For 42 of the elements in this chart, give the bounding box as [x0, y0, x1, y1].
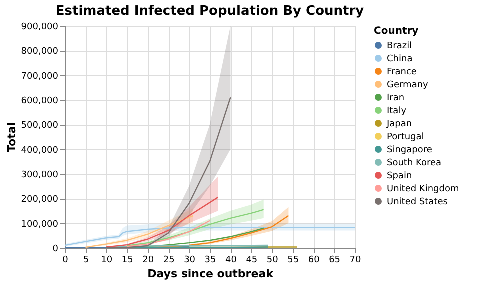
legend-label: United States	[387, 198, 448, 208]
legend-label: Spain	[387, 172, 412, 182]
legend-label: South Korea	[387, 158, 442, 168]
y-tick-label: 100,000	[21, 220, 59, 230]
y-tick-label: 200,000	[21, 195, 59, 206]
y-tick-label: 400,000	[21, 146, 59, 156]
y-tick-label: 300,000	[21, 170, 59, 180]
x-tick-label: 50	[266, 256, 279, 266]
x-tick-label: 30	[184, 256, 196, 266]
x-tick-label: 45	[246, 256, 258, 266]
legend-label: Iran	[387, 94, 405, 104]
x-tick-label: 10	[101, 256, 113, 266]
y-tick-label: 900,000	[21, 22, 59, 32]
y-tick-label: 600,000	[21, 96, 59, 106]
legend-label: Italy	[387, 106, 408, 116]
x-tick-label: 15	[122, 256, 134, 266]
x-tick-label: 55	[288, 256, 300, 266]
legend-label: Germany	[387, 80, 430, 90]
legend-label: France	[387, 68, 418, 78]
y-tick-label: 0	[52, 244, 59, 254]
chart-title: Estimated Infected Population By Country	[56, 4, 365, 19]
legend-label: Brazil	[387, 42, 412, 52]
y-tick-label: 700,000	[21, 72, 59, 82]
x-tick-label: 5	[83, 256, 90, 266]
x-tick-label: 20	[142, 256, 154, 266]
x-tick-label: 40	[225, 256, 238, 266]
legend-label: Portugal	[387, 132, 424, 142]
y-tick-label: 800,000	[21, 47, 59, 58]
x-tick-label: 65	[329, 256, 341, 266]
x-tick-label: 35	[204, 256, 216, 266]
x-tick-label: 25	[163, 256, 175, 266]
x-tick-label: 70	[350, 256, 362, 266]
x-axis-title: Days since outbreak	[148, 268, 274, 280]
y-axis-title: Total	[5, 122, 18, 153]
legend-label: United Kingdom	[387, 184, 460, 194]
x-tick-label: 0	[62, 256, 69, 266]
legend-title: Country	[374, 26, 420, 37]
legend-label: Japan	[386, 120, 412, 130]
legend-label: China	[387, 54, 413, 64]
legend-label: Singapore	[387, 146, 433, 156]
x-tick-label: 60	[308, 256, 320, 266]
y-tick-label: 500,000	[21, 121, 59, 132]
